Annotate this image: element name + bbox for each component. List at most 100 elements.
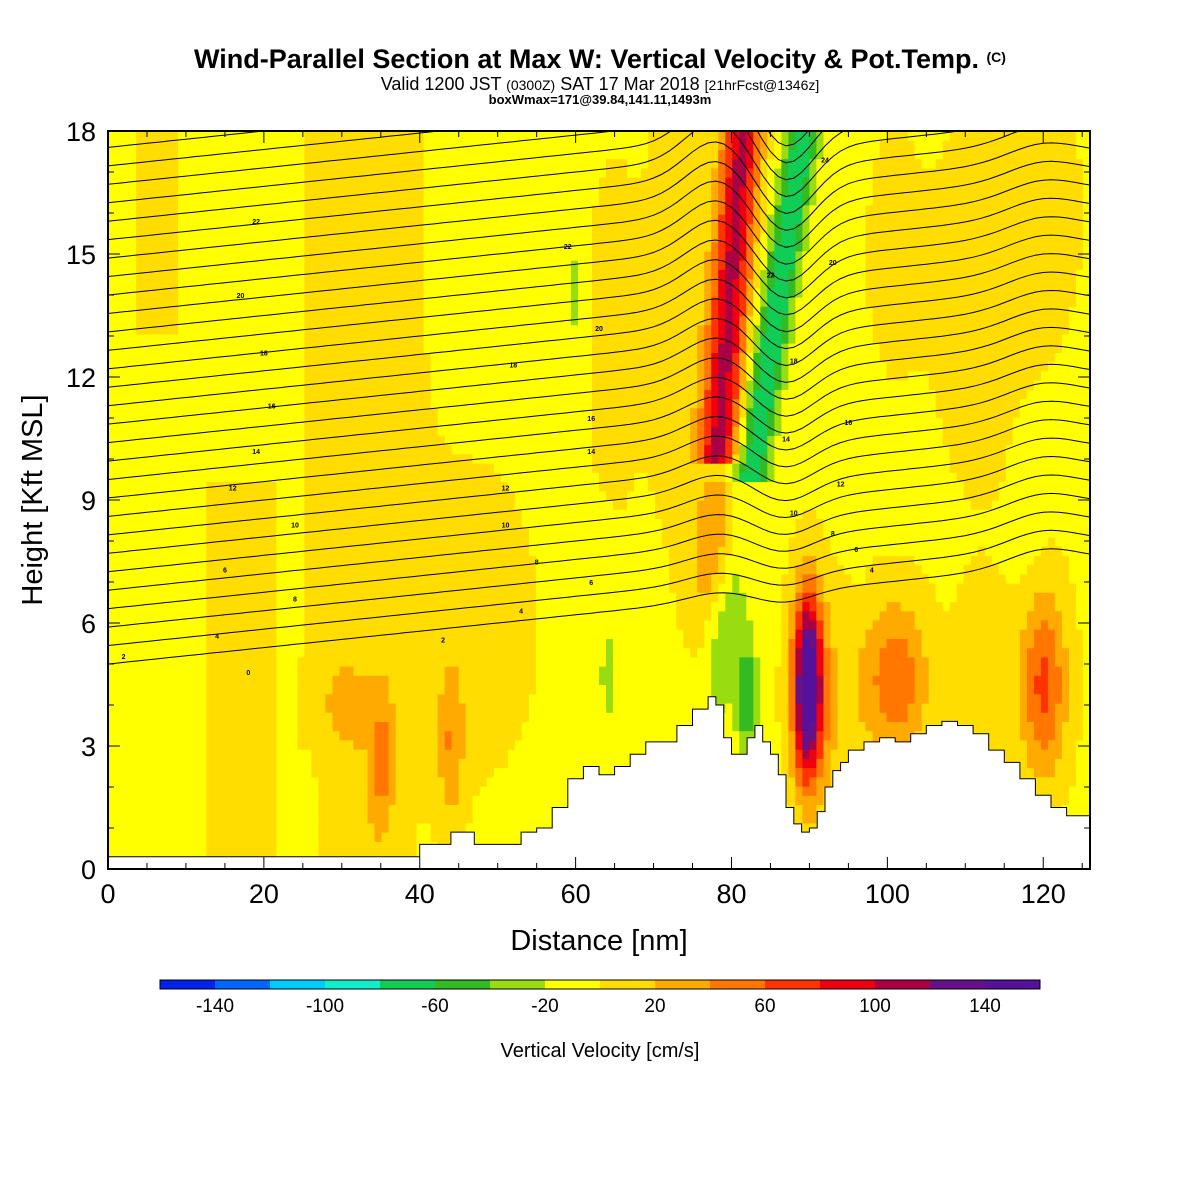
colorbar-tick-label: 20 xyxy=(644,996,665,1017)
colorbar-tick-label: -140 xyxy=(196,996,234,1017)
colorbar-tick-label: 60 xyxy=(754,996,775,1017)
theta-contour-line xyxy=(108,474,1090,591)
contour-label: 18 xyxy=(509,363,517,370)
theta-contour-line xyxy=(108,289,1090,407)
theta-contour-line xyxy=(108,419,1090,536)
contour-label: 16 xyxy=(268,404,276,411)
contour-label: 22 xyxy=(564,244,572,251)
contour-label: 18 xyxy=(260,350,268,357)
y-tick-label: 15 xyxy=(66,240,96,270)
chart-title: Wind-Parallel Section at Max W: Vertical… xyxy=(0,44,1200,75)
colorbar-swatch xyxy=(930,980,986,989)
contour-label: 6 xyxy=(589,580,593,587)
theta-contour-line xyxy=(108,253,1090,370)
x-tick-label: 80 xyxy=(716,879,746,909)
theta-contour-line xyxy=(108,197,1090,314)
colorbar-frame xyxy=(159,979,1041,990)
colorbar-swatch xyxy=(820,980,876,989)
colorbar-swatch xyxy=(985,980,1041,989)
theta-contour-line xyxy=(108,308,1090,425)
contour-label: 24 xyxy=(821,158,829,165)
contour-label: 12 xyxy=(502,486,510,493)
theta-contour-line xyxy=(108,363,1090,480)
forecast-info: [21hrFcst@1346z] xyxy=(704,77,820,93)
contour-label: 14 xyxy=(782,437,790,444)
y-tick-label: 0 xyxy=(81,855,96,885)
theta-contour-line xyxy=(108,131,824,185)
contour-label: 8 xyxy=(831,531,835,538)
theta-contour-line xyxy=(108,345,1090,462)
contour-label: 2 xyxy=(441,637,445,644)
colorbar-tick-label: -100 xyxy=(306,996,344,1017)
colorbar-swatch xyxy=(765,980,821,989)
y-tick-label: 6 xyxy=(81,609,96,639)
contour-labels: 2461214161820220810248101218614162022221… xyxy=(122,158,874,678)
theta-contour-line xyxy=(108,326,1090,444)
theta-contour-line xyxy=(108,14,1090,129)
theta-contour-line xyxy=(108,131,809,167)
theta-contour-line xyxy=(108,179,1090,296)
contour-label: 22 xyxy=(767,273,775,280)
contour-label: 20 xyxy=(829,260,837,267)
contour-label: 14 xyxy=(252,449,260,456)
copyright-mark: (C) xyxy=(986,49,1006,65)
contour-label: 8 xyxy=(293,596,297,603)
title-main: Wind-Parallel Section at Max W: Vertical… xyxy=(194,44,979,74)
valid-time-line: Valid 1200 JST (0300Z) SAT 17 Mar 2018 [… xyxy=(0,74,1200,95)
colorbar-swatch xyxy=(875,980,931,989)
contour-label: 10 xyxy=(502,523,510,530)
colorbar-swatch xyxy=(545,980,601,989)
colorbar-swatch xyxy=(215,980,271,989)
y-tick-label: 12 xyxy=(66,363,96,393)
theta-contour-line xyxy=(108,234,1090,351)
contour-label: 6 xyxy=(223,568,227,575)
contour-label: 6 xyxy=(854,547,858,554)
theta-contour-line xyxy=(108,160,1090,277)
terrain xyxy=(107,696,1091,870)
contour-label: 0 xyxy=(246,670,250,677)
contour-label: 16 xyxy=(587,416,595,423)
contour-label: 18 xyxy=(790,359,798,366)
x-tick-label: 120 xyxy=(1021,879,1066,909)
colorbar-swatch xyxy=(710,980,766,989)
colorbar-swatch xyxy=(325,980,381,989)
box-wmax-line: boxWmax=171@39.84,141.11,1493m xyxy=(488,92,712,107)
colorbar-swatch xyxy=(270,980,326,989)
theta-contour-line xyxy=(108,437,1090,554)
x-tick-label: 20 xyxy=(249,879,279,909)
contour-label: 20 xyxy=(237,293,245,300)
contour-label: 2 xyxy=(122,654,126,661)
contour-label: 12 xyxy=(837,482,845,489)
x-tick-label: 40 xyxy=(405,879,435,909)
theta-contour-line xyxy=(108,382,1090,499)
colorbar-tick-label: -20 xyxy=(531,996,558,1017)
colorbar-swatch xyxy=(655,980,711,989)
colorbar-tick-label: -60 xyxy=(421,996,448,1017)
contour-label: 10 xyxy=(291,523,299,530)
theta-contour-line xyxy=(108,511,1090,628)
theta-contour-line xyxy=(108,271,1090,388)
y-tick-label: 9 xyxy=(81,486,96,516)
y-axis-label: Height [Kft MSL] xyxy=(17,394,49,605)
colorbar-tick-label: 140 xyxy=(969,996,1001,1017)
contour-label: 4 xyxy=(519,609,523,616)
x-tick-label: 0 xyxy=(100,879,115,909)
theta-contour-line xyxy=(108,131,1021,241)
x-tick-label: 60 xyxy=(561,879,591,909)
contour-label: 16 xyxy=(845,420,853,427)
colorbar-swatch xyxy=(600,980,656,989)
colorbar-label: Vertical Velocity [cm/s] xyxy=(501,1040,700,1062)
x-axis-label: Distance [nm] xyxy=(510,925,687,957)
y-tick-label: 3 xyxy=(81,732,96,762)
colorbar-tick-label: 100 xyxy=(859,996,891,1017)
theta-contour-line xyxy=(108,492,1090,610)
contour-label: 14 xyxy=(587,449,595,456)
contour-label: 4 xyxy=(215,633,219,640)
colorbar-swatch xyxy=(490,980,546,989)
theta-contours xyxy=(108,14,1090,665)
x-tick-label: 100 xyxy=(865,879,910,909)
theta-contour-line xyxy=(108,548,1090,665)
colorbar-swatch xyxy=(160,980,216,989)
